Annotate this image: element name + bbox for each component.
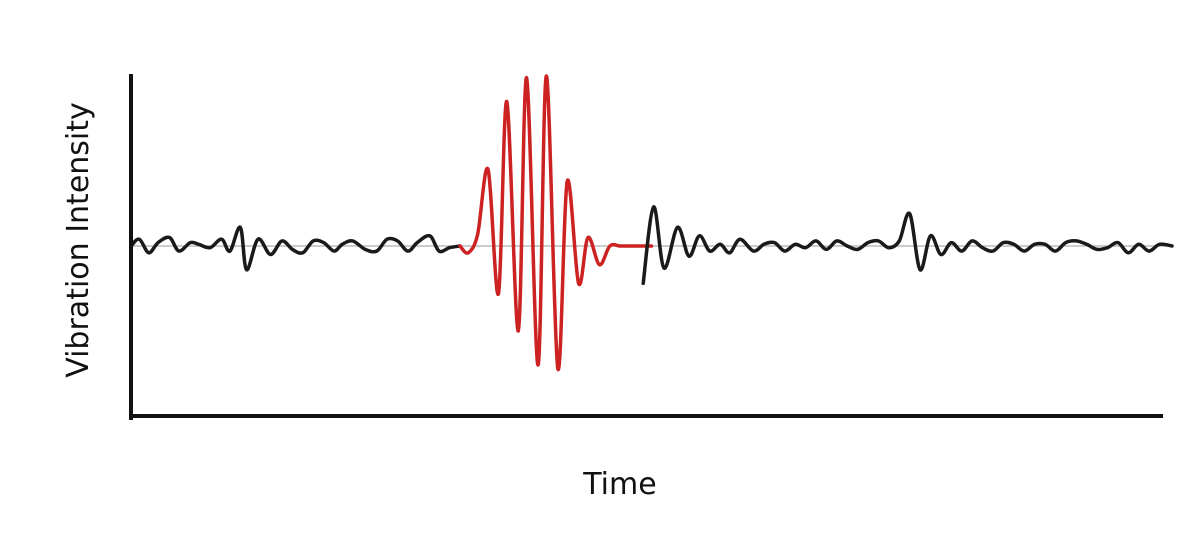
series-line-background-before bbox=[129, 225, 462, 272]
y-axis-label: Vibration Intensity bbox=[61, 102, 96, 378]
series-line-vibration-event bbox=[458, 74, 654, 372]
x-axis-label: Time bbox=[582, 467, 656, 502]
series-layer bbox=[129, 74, 1174, 372]
series-line-background-after bbox=[641, 205, 1174, 286]
